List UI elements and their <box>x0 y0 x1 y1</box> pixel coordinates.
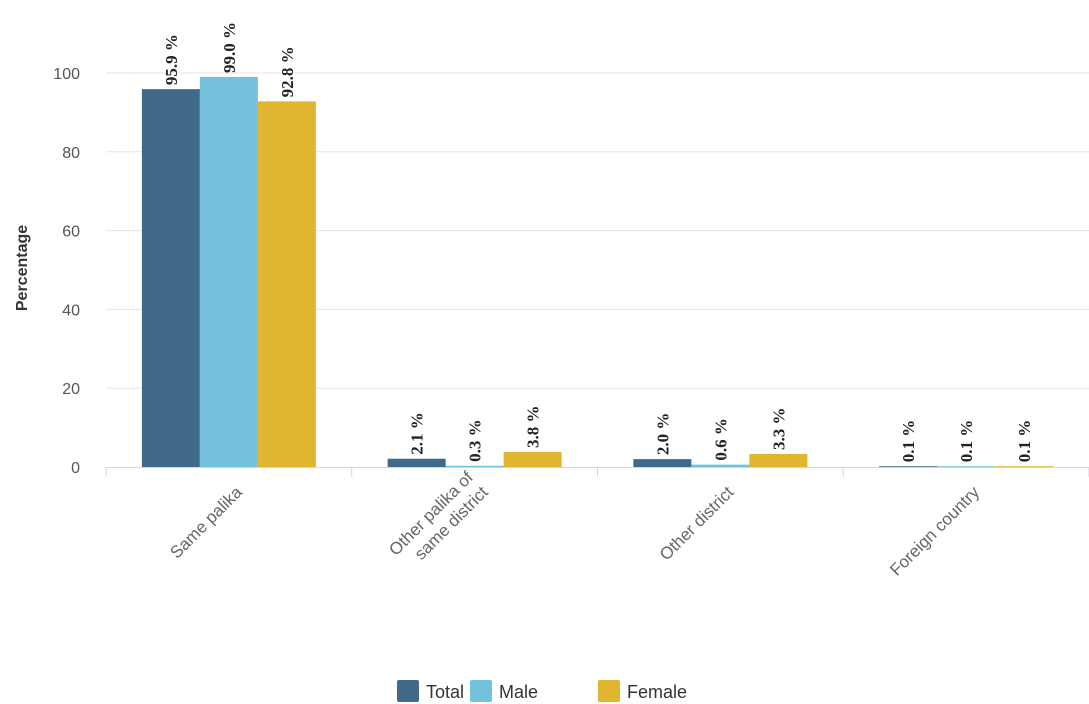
x-category-label: Other palika ofsame district <box>385 468 492 575</box>
x-category-label: Same palika <box>166 482 246 562</box>
data-label: 3.8 % <box>524 406 543 449</box>
category-label-line: Foreign country <box>886 482 983 579</box>
bar-female <box>749 453 808 467</box>
data-label: 0.1 % <box>957 420 976 463</box>
x-category-label: Other district <box>656 482 738 564</box>
legend-label: Male <box>499 682 538 702</box>
data-label: 2.1 % <box>408 412 427 455</box>
y-axis-title: Percentage <box>14 225 31 311</box>
legend-item-female[interactable]: Female <box>598 680 687 702</box>
legend[interactable]: Total Male Female <box>397 680 687 702</box>
data-label: 92.8 % <box>278 46 297 97</box>
bar-male <box>199 76 258 467</box>
bars <box>141 76 1054 468</box>
bar-total <box>141 89 200 468</box>
bar-male <box>445 465 504 467</box>
category-label-line: Same palika <box>166 482 246 562</box>
bar-female <box>995 466 1054 467</box>
y-tick-label: 0 <box>71 460 80 477</box>
bar-female <box>257 101 316 468</box>
x-axis-category-labels: Same palika Other palika ofsame district O… <box>166 468 983 580</box>
data-label: 0.1 % <box>1015 420 1034 463</box>
data-labels: 95.9 % 99.0 % 92.8 % 2.1 % 0.3 % 3.8 % 2.0 % 0.… <box>162 22 1034 462</box>
category-label-line: Other district <box>656 482 738 564</box>
y-tick-label: 100 <box>53 66 80 83</box>
data-label: 99.0 % <box>220 22 239 73</box>
x-axis <box>105 467 1089 477</box>
data-label: 0.6 % <box>711 418 730 461</box>
legend-swatch <box>470 680 492 702</box>
legend-item-male[interactable]: Male <box>470 680 538 702</box>
bar-male <box>937 466 996 467</box>
bar-total <box>387 458 446 467</box>
legend-item-total[interactable]: Total <box>397 680 464 702</box>
data-label: 0.1 % <box>899 420 918 463</box>
y-tick-label: 20 <box>62 381 80 398</box>
y-tick-label: 40 <box>62 302 80 319</box>
legend-swatch <box>598 680 620 702</box>
x-category-label: Foreign country <box>886 482 983 579</box>
legend-label: Total <box>426 682 464 702</box>
data-label: 2.0 % <box>653 413 672 456</box>
data-label: 0.3 % <box>466 419 485 462</box>
y-tick-label: 60 <box>62 224 80 241</box>
bar-female <box>503 452 562 467</box>
bar-male <box>691 464 750 467</box>
bar-total <box>633 459 692 467</box>
legend-swatch <box>397 680 419 702</box>
y-axis-ticks: 0 20 40 60 80 100 <box>53 66 80 477</box>
data-label: 3.3 % <box>769 407 788 450</box>
data-label: 95.9 % <box>162 34 181 85</box>
legend-label: Female <box>627 682 687 702</box>
bar-total <box>879 466 938 467</box>
y-tick-label: 80 <box>62 145 80 162</box>
